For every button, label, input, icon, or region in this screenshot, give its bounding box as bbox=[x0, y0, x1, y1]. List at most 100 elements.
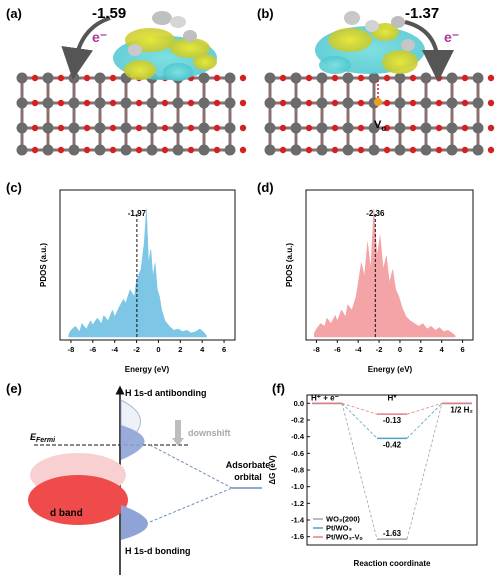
o-atom bbox=[409, 99, 417, 107]
o-atom bbox=[213, 74, 221, 82]
w-atom bbox=[172, 122, 184, 134]
o-atom bbox=[487, 124, 495, 132]
w-atom bbox=[224, 144, 236, 156]
w-atom bbox=[146, 97, 158, 109]
w-atom bbox=[16, 144, 28, 156]
o-atom bbox=[31, 74, 39, 82]
o-atom bbox=[331, 99, 339, 107]
bonding-label: H 1s-d bonding bbox=[125, 546, 191, 556]
o-atom bbox=[187, 124, 195, 132]
w-atom bbox=[316, 144, 328, 156]
charge-density-cloud-a bbox=[113, 11, 217, 81]
w-atom bbox=[42, 122, 54, 134]
o-atom bbox=[213, 124, 221, 132]
w-atom bbox=[290, 97, 302, 109]
w-atom bbox=[472, 144, 484, 156]
d-band-center-label-d: -2.36 bbox=[366, 209, 385, 218]
energy-value-label-0: -1.63 bbox=[383, 529, 402, 538]
pdos-area-c bbox=[68, 208, 207, 338]
o-atom bbox=[161, 124, 169, 132]
o-atom bbox=[239, 124, 247, 132]
panel-b-label: (b) bbox=[257, 6, 274, 21]
w-atom bbox=[68, 144, 80, 156]
energy-connector-1-0 bbox=[341, 403, 378, 439]
o-atom bbox=[57, 124, 65, 132]
orbital-label: orbital bbox=[234, 472, 262, 482]
w-atom bbox=[120, 97, 132, 109]
o-atom bbox=[239, 146, 247, 154]
w-atom bbox=[472, 72, 484, 84]
x-tick-label-c: -8 bbox=[68, 345, 75, 354]
o-atom bbox=[409, 74, 417, 82]
o-atom bbox=[57, 99, 65, 107]
x-tick-label-d: 2 bbox=[419, 345, 423, 354]
o-atom bbox=[279, 74, 287, 82]
w-atom bbox=[342, 72, 354, 84]
fermi-label: EFermi bbox=[30, 432, 56, 444]
o-atom bbox=[435, 99, 443, 107]
w-atom bbox=[290, 122, 302, 134]
o-atom bbox=[487, 74, 495, 82]
o-atom bbox=[31, 99, 39, 107]
o-atom bbox=[331, 124, 339, 132]
o-atom bbox=[135, 99, 143, 107]
o-atom bbox=[409, 124, 417, 132]
w-atom bbox=[368, 122, 380, 134]
w-atom bbox=[198, 72, 210, 84]
legend-label-2: Pt/WO₃-Vₒ bbox=[326, 533, 363, 542]
pdos-area-d bbox=[314, 208, 456, 338]
charge-value-b: -1.37 bbox=[405, 5, 439, 22]
w-atom bbox=[94, 97, 106, 109]
o-atom bbox=[461, 74, 469, 82]
w-atom bbox=[264, 97, 276, 109]
w-atom bbox=[42, 144, 54, 156]
panel-d-label: (d) bbox=[257, 180, 274, 195]
x-tick-label-d: 4 bbox=[440, 345, 445, 354]
o-atom bbox=[239, 74, 247, 82]
w-atom bbox=[224, 72, 236, 84]
o-atom bbox=[461, 146, 469, 154]
charge-density-cloud-b bbox=[315, 11, 425, 108]
energy-connector-2-0 bbox=[341, 402, 378, 415]
o-atom bbox=[279, 146, 287, 154]
electron-transfer-arrow-b bbox=[404, 20, 454, 82]
vacancy-label: Vo bbox=[374, 119, 386, 133]
bonding-state-shape bbox=[121, 505, 148, 540]
w-atom bbox=[68, 72, 80, 84]
w-atom bbox=[342, 97, 354, 109]
w-atom bbox=[146, 144, 158, 156]
electron-label-b: e⁻ bbox=[444, 29, 459, 45]
x-tick-label-c: -6 bbox=[89, 345, 96, 354]
antibonding-label: H 1s-d antibonding bbox=[125, 388, 207, 398]
w-atom bbox=[172, 144, 184, 156]
energy-value-label-2: -0.13 bbox=[383, 416, 402, 425]
w-atom bbox=[290, 72, 302, 84]
d-band-center-label-c: -1.97 bbox=[128, 209, 147, 218]
o-atom bbox=[461, 99, 469, 107]
w-atom bbox=[316, 122, 328, 134]
o-atom bbox=[487, 99, 495, 107]
x-axis-label-d: Energy (eV) bbox=[368, 365, 413, 374]
w-atom bbox=[42, 72, 54, 84]
energy-connector-1-1 bbox=[406, 403, 443, 439]
state-label-2: 1/2 H₂ bbox=[450, 405, 473, 414]
y-tick-label-f: -0.4 bbox=[291, 432, 305, 441]
w-atom bbox=[368, 144, 380, 156]
x-tick-label-d: -4 bbox=[355, 345, 362, 354]
o-atom bbox=[435, 146, 443, 154]
w-atom bbox=[224, 122, 236, 134]
w-atom bbox=[146, 122, 158, 134]
w-atom bbox=[42, 97, 54, 109]
o-atom bbox=[109, 74, 117, 82]
energy-connector-2-1 bbox=[406, 402, 443, 415]
o-atom bbox=[435, 74, 443, 82]
o-atom bbox=[31, 146, 39, 154]
w-atom bbox=[264, 144, 276, 156]
plot-frame-d bbox=[305, 189, 474, 341]
o-atom bbox=[31, 124, 39, 132]
o-atom bbox=[83, 124, 91, 132]
energy-connector-0-1 bbox=[406, 403, 443, 540]
panel-a-label: (a) bbox=[6, 6, 22, 21]
w-atom bbox=[68, 122, 80, 134]
panel-e: (e) d band EFermi H 1s-d antibonding H 1… bbox=[6, 381, 270, 575]
